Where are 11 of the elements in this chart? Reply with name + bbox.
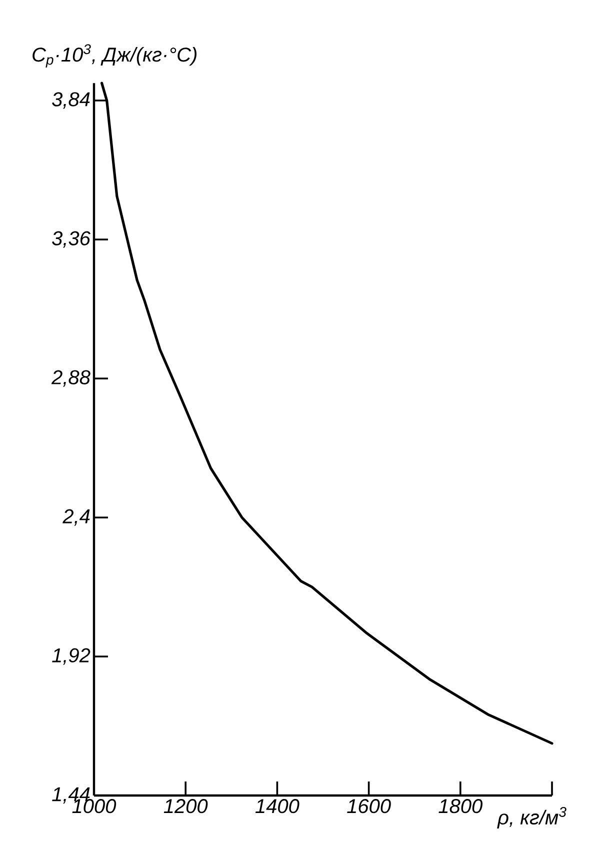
- y-tick-label: 3,36: [52, 231, 90, 248]
- y-tick-label: 1,92: [52, 648, 90, 665]
- y-tick-label: 3,84: [52, 92, 90, 109]
- x-tick-label: 1200: [164, 799, 208, 814]
- x-axis-title: ρ, кг/м$^{3}$: [497, 807, 566, 828]
- y-tick-label: 2,88: [51, 370, 90, 387]
- y-axis-title: C$_{р}$·10$^{3}$, Дж/(кг·°С): [32, 44, 196, 68]
- x-tick-label: 1800: [438, 799, 482, 814]
- x-tick-label: 1600: [347, 799, 391, 814]
- y-tick-label: 2,4: [62, 509, 90, 526]
- x-tick-label: 1400: [255, 799, 300, 814]
